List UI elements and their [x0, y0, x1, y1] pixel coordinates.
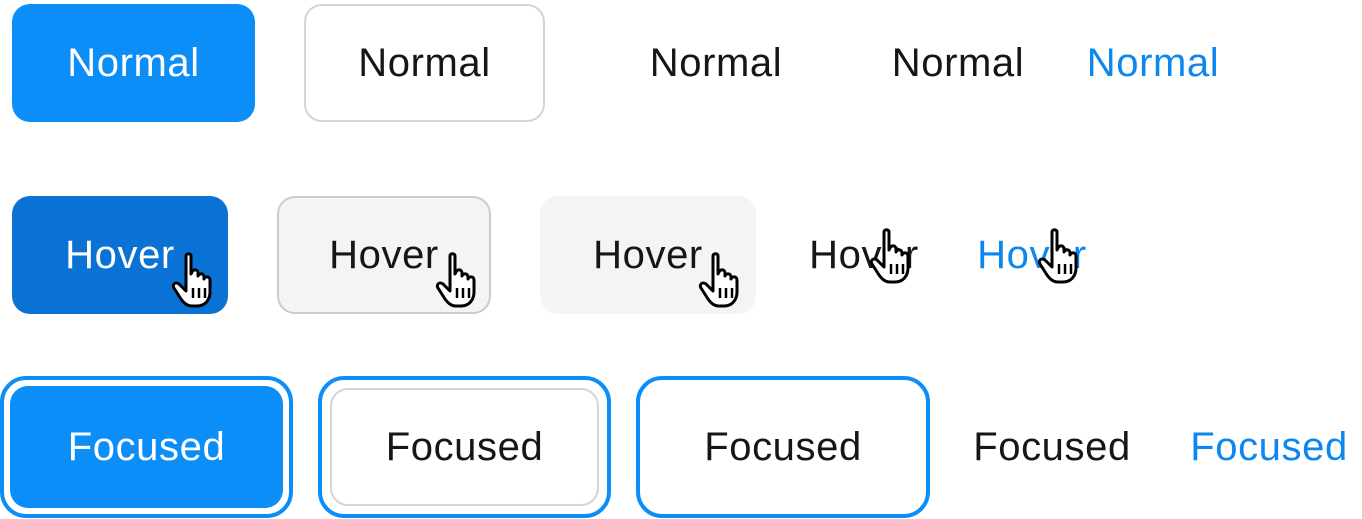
default-button-label: Hover: [329, 232, 439, 277]
secondary-button-focused[interactable]: Focused: [640, 380, 926, 514]
secondary-button-label: Normal: [649, 40, 783, 85]
text-button-label: Hover: [809, 232, 919, 277]
text-button-hover[interactable]: Hover: [786, 196, 942, 314]
primary-button-label: Hover: [65, 232, 175, 277]
text-button-normal[interactable]: Normal: [868, 4, 1048, 122]
text-button-label: Focused: [973, 424, 1131, 469]
link-button-label: Normal: [1086, 40, 1220, 85]
link-button-focused[interactable]: Focused: [1177, 388, 1361, 506]
secondary-button-normal[interactable]: Normal: [600, 4, 832, 122]
link-button-label: Hover: [977, 232, 1087, 277]
link-button-normal[interactable]: Normal: [1063, 4, 1243, 122]
link-button-hover[interactable]: Hover: [954, 196, 1110, 314]
secondary-button-hover[interactable]: Hover: [540, 196, 756, 314]
primary-button-normal[interactable]: Normal: [12, 4, 255, 122]
text-button-focused[interactable]: Focused: [955, 388, 1149, 506]
secondary-button-label: Hover: [593, 232, 703, 277]
primary-button-label: Focused: [67, 424, 226, 469]
primary-button-focused[interactable]: Focused: [10, 386, 283, 508]
secondary-button-label: Focused: [704, 424, 862, 469]
default-button-label: Focused: [385, 424, 544, 469]
default-button-normal[interactable]: Normal: [304, 4, 545, 122]
primary-button-hover[interactable]: Hover: [12, 196, 228, 314]
default-button-hover[interactable]: Hover: [277, 196, 491, 314]
default-button-focused[interactable]: Focused: [330, 388, 599, 506]
text-button-label: Normal: [891, 40, 1025, 85]
link-button-label: Focused: [1190, 424, 1348, 469]
default-button-label: Normal: [358, 40, 491, 85]
primary-button-label: Normal: [67, 40, 200, 85]
